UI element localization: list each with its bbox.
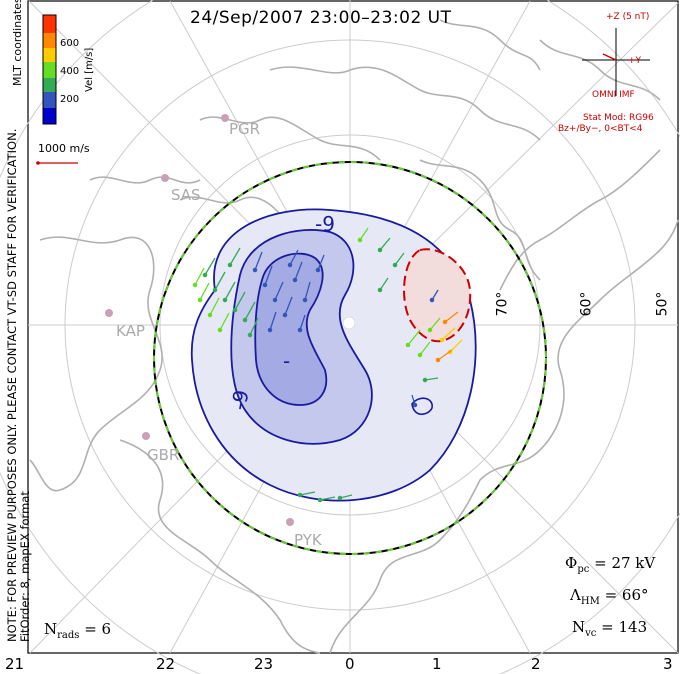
plot-frame xyxy=(27,0,679,654)
mlt-tick-23: 23 xyxy=(254,655,274,673)
reference-vector-dot xyxy=(36,161,40,165)
coordinate-label: MLT coordinates xyxy=(11,0,24,86)
mlt-tick-22: 22 xyxy=(156,655,176,673)
radar-sas: SAS xyxy=(171,186,201,204)
stat-phi-pc: Φpc = 27 kV xyxy=(565,554,656,575)
velocity-vectors xyxy=(192,227,463,503)
mlt-tick-21: 21 xyxy=(5,655,25,673)
mlt-tick-0: 0 xyxy=(345,655,355,673)
imf-by-label: +Y xyxy=(628,56,642,66)
colorbar-tick-200: 200 xyxy=(60,94,80,105)
colorbar-unit-label: Vel [m/s] xyxy=(84,47,95,92)
plot-title: 24/Sep/2007 23:00–23:02 UT xyxy=(190,8,452,28)
mlt-tick-3: 3 xyxy=(663,655,673,673)
radar-markers xyxy=(105,114,294,526)
latitude-70: 70° xyxy=(494,291,511,317)
inner-contour xyxy=(254,252,328,406)
preview-note-line2: FitOrder: 8, mapEX format xyxy=(18,491,32,642)
latitude-50: 50° xyxy=(654,291,671,317)
mlt-tick-2: 2 xyxy=(531,655,541,673)
stat-n-vc: Nvc = 143 xyxy=(572,618,648,639)
imf-condition: Bz+/By−, 0<BT<4 xyxy=(558,124,643,134)
velocity-colorbar xyxy=(42,14,57,125)
contour-label-min: - xyxy=(283,349,291,373)
contour-label-left: -9 xyxy=(226,388,254,412)
continent-outlines xyxy=(29,19,679,654)
radar-gbr: GBR xyxy=(147,446,180,464)
imf-vector xyxy=(602,53,617,61)
radar-kap: KAP xyxy=(116,322,145,340)
radar-pgr: PGR xyxy=(229,120,261,138)
magnetic-pole xyxy=(342,316,356,330)
stat-lambda-hm: ΛHM = 66° xyxy=(570,586,649,607)
reference-vector-label: 1000 m/s xyxy=(38,142,90,155)
preview-note: NOTE: FOR PREVIEW PURPOSES ONLY. PLEASE … xyxy=(5,0,36,642)
colorbar-tick-600: 600 xyxy=(60,38,80,49)
imf-model: Stat Mod: RG96 xyxy=(583,113,654,123)
imf-source: OMNI IMF xyxy=(592,90,635,100)
small-contour xyxy=(411,397,433,416)
stat-n-rads: Nrads = 6 xyxy=(44,620,112,641)
latitude-60: 60° xyxy=(578,291,595,317)
radar-pyk: PYK xyxy=(294,531,322,549)
hm-boundary-green xyxy=(153,161,547,555)
mlt-tick-1: 1 xyxy=(432,655,442,673)
imf-bz-label: +Z (5 nT) xyxy=(606,12,650,22)
colorbar-tick-400: 400 xyxy=(60,66,80,77)
dawn-cell-contour xyxy=(403,248,472,343)
contour-label-top: -9 xyxy=(315,212,335,236)
